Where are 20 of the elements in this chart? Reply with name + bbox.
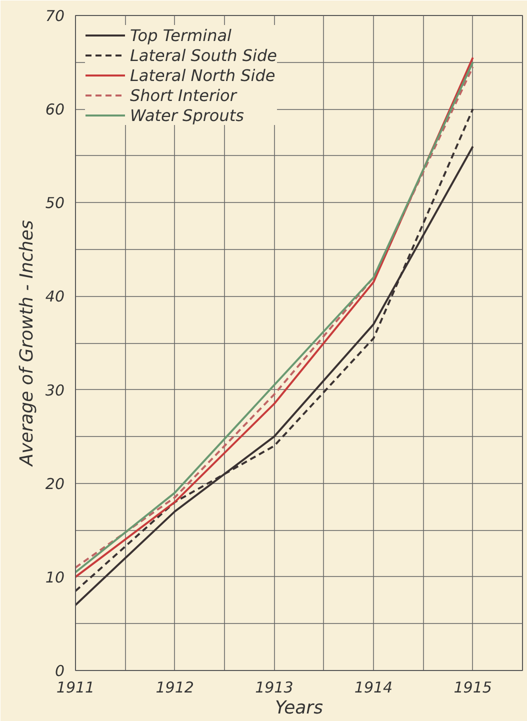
y-tick-label: 70 <box>45 7 65 25</box>
y-tick-label: 50 <box>45 194 65 212</box>
legend-label: Water Sprouts <box>130 106 244 124</box>
x-axis-title: Years <box>275 698 323 718</box>
y-tick-label: 60 <box>45 100 65 119</box>
legend-label: Top Terminal <box>130 26 232 44</box>
y-tick-label: 10 <box>45 568 65 586</box>
legend-label: Lateral North Side <box>130 66 276 84</box>
x-tick-label: 1912 <box>156 678 194 696</box>
x-tick-label: 1913 <box>255 678 294 696</box>
y-tick-label: 40 <box>45 288 65 306</box>
y-tick-label: 30 <box>45 381 65 400</box>
x-tick-label: 1915 <box>454 678 492 696</box>
legend-label: Lateral South Side <box>130 46 277 64</box>
y-tick-label: 0 <box>54 662 65 680</box>
legend-label: Short Interior <box>130 86 236 104</box>
y-tick-label: 20 <box>45 474 65 493</box>
x-tick-label: 1914 <box>354 678 393 696</box>
y-axis-title: Average of Growth - Inches <box>16 220 38 467</box>
x-tick-label: 1911 <box>56 678 95 696</box>
